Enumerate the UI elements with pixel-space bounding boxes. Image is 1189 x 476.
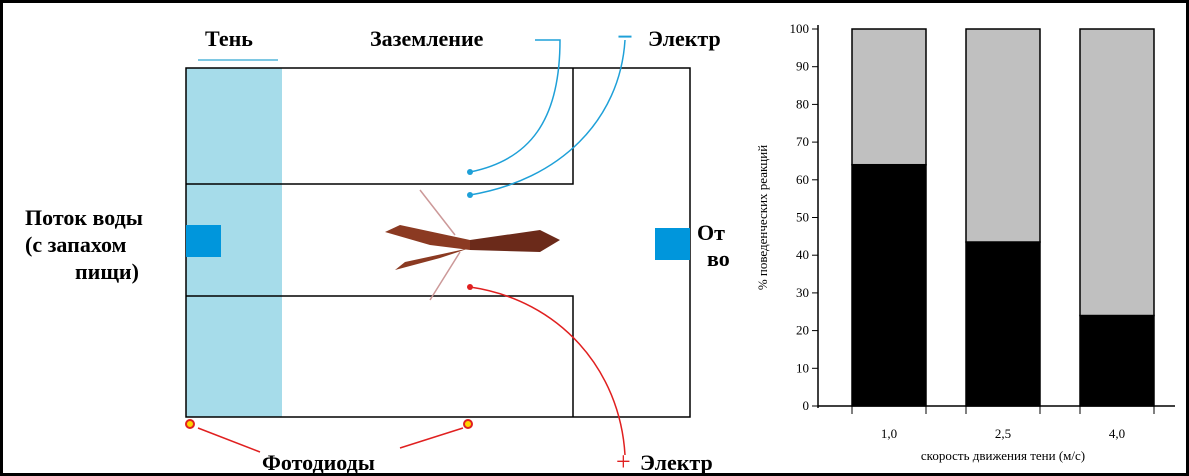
y-tick-label: 80: [796, 96, 809, 111]
y-tick-label: 70: [796, 134, 809, 149]
x-tick-label: 1,0: [881, 426, 897, 441]
y-tick-label: 30: [796, 285, 809, 300]
label: +: [616, 447, 631, 476]
photodiode: [186, 420, 194, 428]
bar: [852, 165, 926, 406]
y-tick-label: 90: [796, 59, 809, 74]
y-axis-label: % поведенческих реакций: [755, 145, 770, 290]
y-tick-label: 10: [796, 360, 809, 375]
x-axis-label: скорость движения тени (м/с): [921, 448, 1085, 463]
photodiode: [464, 420, 472, 428]
label: −: [617, 22, 633, 53]
label: Заземление: [370, 26, 484, 51]
label: пищи): [75, 259, 139, 284]
label: Электр: [648, 26, 721, 51]
label: Фотодиоды: [262, 450, 375, 475]
y-tick-label: 20: [796, 323, 809, 338]
label: От: [697, 220, 725, 245]
x-tick-label: 4,0: [1109, 426, 1125, 441]
figure: Тень Заземление − Электр Поток воды (с з…: [0, 0, 1189, 476]
y-tick-label: 50: [796, 210, 809, 225]
outlet: [655, 228, 690, 260]
label: Тень: [205, 26, 253, 51]
bar: [1080, 29, 1154, 316]
bar: [1080, 316, 1154, 406]
bar: [852, 29, 926, 165]
y-tick-label: 40: [796, 247, 809, 262]
label: во: [707, 246, 730, 271]
y-tick-label: 0: [803, 398, 810, 413]
bar: [966, 242, 1040, 406]
y-tick-label: 60: [796, 172, 809, 187]
inlet: [186, 225, 221, 257]
label: (с запахом: [25, 232, 127, 257]
page: Тень Заземление − Электр Поток воды (с з…: [0, 0, 1189, 476]
bar: [966, 29, 1040, 242]
label: Электр: [640, 450, 713, 475]
x-tick-label: 2,5: [995, 426, 1011, 441]
y-tick-label: 100: [790, 21, 810, 36]
label: Поток воды: [25, 205, 143, 230]
